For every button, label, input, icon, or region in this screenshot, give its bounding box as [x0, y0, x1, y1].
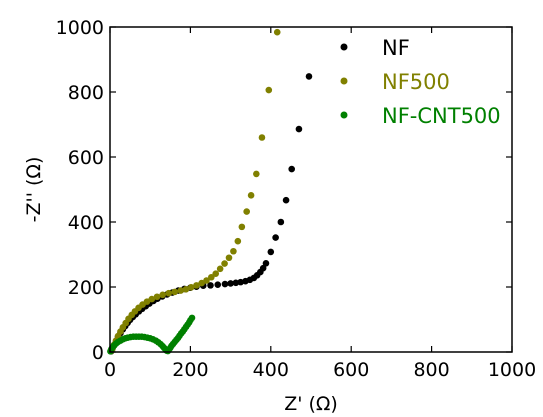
data-point — [258, 134, 266, 141]
x-tick-label: 400 — [253, 359, 289, 381]
series-nf-cnt500 — [107, 314, 196, 355]
data-point — [262, 259, 270, 267]
data-point — [227, 280, 234, 287]
data-points-layer — [107, 28, 313, 355]
data-point — [234, 237, 242, 245]
data-point — [225, 254, 233, 262]
data-point — [216, 265, 224, 273]
y-tick-label: 0 — [92, 342, 104, 364]
legend-label: NF — [382, 36, 410, 60]
legend-item: NF-CNT500 — [340, 104, 501, 128]
data-point — [207, 282, 214, 289]
x-tick-label: 600 — [333, 359, 369, 381]
data-point — [230, 247, 237, 255]
x-tick-label: 200 — [172, 359, 208, 381]
legend: NF NF500 NF-CNT500 — [340, 36, 501, 128]
data-point — [288, 165, 296, 173]
data-point — [221, 260, 228, 267]
data-point — [238, 223, 246, 231]
legend-marker — [340, 77, 348, 85]
data-point — [267, 248, 275, 256]
x-axis-label: Z' (Ω) — [284, 393, 338, 415]
legend-label: NF500 — [382, 70, 450, 94]
legend-label: NF-CNT500 — [382, 104, 501, 128]
data-point — [273, 28, 281, 36]
data-point — [193, 282, 200, 289]
data-point — [243, 208, 250, 215]
data-point — [203, 277, 210, 284]
axes-layer: 0 200 400 600 800 1000 0 200 400 600 800 1000 — [56, 17, 537, 381]
data-point — [214, 281, 222, 289]
data-point — [259, 264, 267, 272]
x-tick-label: 0 — [104, 359, 116, 381]
y-tick-label: 400 — [68, 212, 104, 234]
data-point — [277, 218, 285, 226]
data-point — [148, 295, 156, 303]
data-point — [208, 273, 215, 281]
data-point — [177, 287, 185, 294]
data-point — [305, 73, 313, 80]
data-point — [187, 284, 195, 291]
series-nf500 — [107, 28, 281, 355]
data-point — [153, 293, 161, 301]
x-tick-label: 800 — [413, 359, 449, 381]
data-point — [165, 289, 172, 297]
legend-item: NF — [340, 36, 410, 60]
data-point — [272, 234, 279, 241]
data-point — [253, 170, 260, 178]
data-point — [212, 270, 220, 277]
y-axis-label: -Z'' (Ω) — [23, 157, 45, 223]
y-tick-label: 1000 — [56, 17, 104, 39]
data-point — [247, 192, 255, 199]
data-point — [282, 196, 290, 204]
data-point — [198, 279, 205, 287]
data-point — [221, 280, 229, 288]
y-tick-label: 800 — [68, 82, 104, 104]
data-point — [295, 125, 303, 133]
data-point — [265, 86, 273, 94]
data-point — [182, 285, 190, 293]
data-point — [188, 314, 196, 322]
legend-marker — [340, 111, 348, 119]
data-point — [143, 298, 151, 305]
data-point — [232, 279, 240, 287]
data-point — [159, 291, 166, 299]
data-point — [171, 288, 179, 296]
legend-item: NF500 — [340, 70, 450, 94]
y-tick-label: 200 — [68, 277, 104, 299]
series-nf — [107, 73, 313, 355]
x-tick-label: 1000 — [488, 359, 536, 381]
legend-marker — [340, 43, 348, 51]
y-tick-label: 600 — [68, 147, 104, 169]
plot-frame — [109, 26, 513, 353]
